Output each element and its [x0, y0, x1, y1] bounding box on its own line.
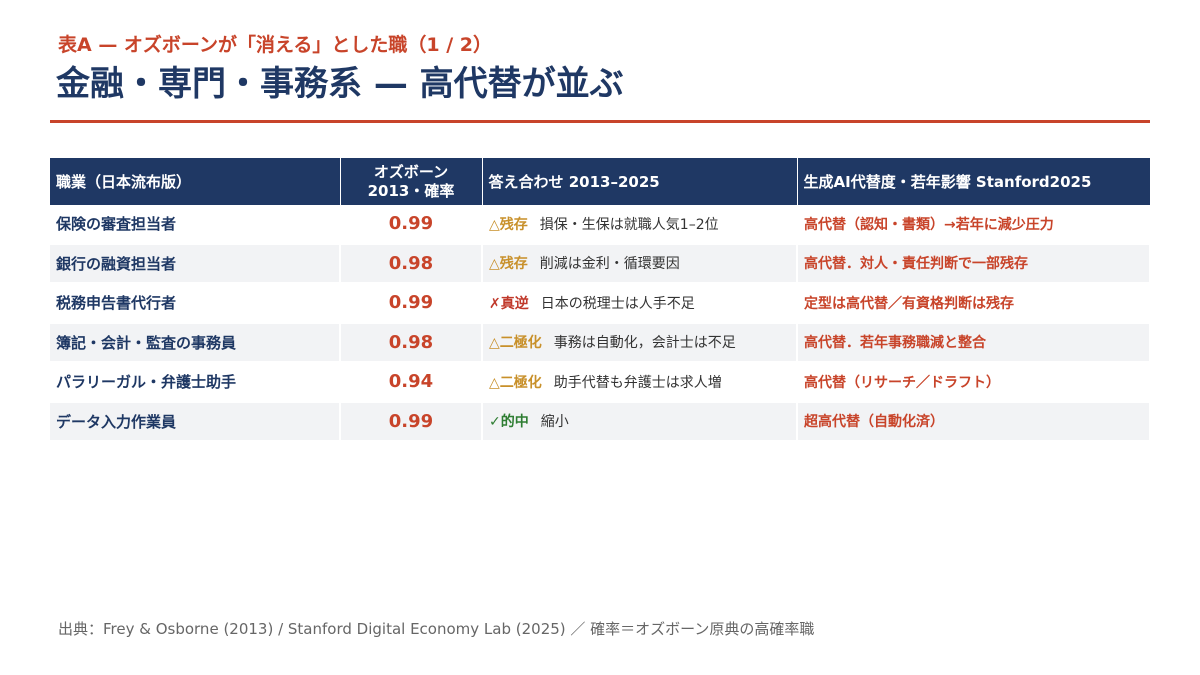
job-cell: 保険の審査担当者 — [50, 205, 341, 245]
probability-cell: 0.94 — [340, 362, 483, 403]
verdict: ✓的中 — [489, 414, 529, 431]
substitution-cell: 超高代替（自動化済） — [797, 401, 1151, 442]
substitution-cell: 高代替．対人・責任判断で一部残存 — [797, 243, 1151, 284]
substitution-cell: 高代替（リサーチ／ドラフト） — [797, 362, 1151, 403]
verdict: △二極化 — [489, 374, 542, 391]
substitution-cell: 定型は高代替／有資格判断は残存 — [797, 283, 1151, 324]
divider — [50, 120, 1150, 123]
table-row: 税務申告書代行者 0.99 ✗真逆 日本の税理士は人手不足 定型は高代替／有資格判断は残… — [50, 283, 1151, 324]
answer-note: 事務は自動化，会計士は不足 — [553, 335, 736, 352]
answer-note: 助手代替も弁護士は求人増 — [553, 374, 722, 391]
job-cell: 銀行の融資担当者 — [50, 243, 341, 284]
answer-cell: △残存 削減は金利・循環要因 — [482, 243, 798, 284]
job-cell: 税務申告書代行者 — [50, 283, 341, 324]
verdict: △残存 — [489, 216, 528, 233]
probability-cell: 0.99 — [340, 205, 483, 245]
table-body: 保険の審査担当者 0.99 △残存 損保・生保は就職人気1–2位 高代替（認知・書類）→… — [50, 205, 1151, 442]
column-header: 職業（日本流布版） — [50, 158, 341, 205]
job-cell: 簿記・会計・監査の事務員 — [50, 322, 341, 363]
header-row: 職業（日本流布版） オズボーン 2013・確率 答え合わせ 2013–2025 生… — [50, 158, 1151, 205]
job-cell: パラリーガル・弁護士助手 — [50, 362, 341, 403]
answer-cell: △残存 損保・生保は就職人気1–2位 — [482, 205, 798, 245]
table-row: 銀行の融資担当者 0.98 △残存 削減は金利・循環要因 高代替．対人・責任判断で一部残… — [50, 243, 1151, 284]
answer-note: 損保・生保は就職人気1–2位 — [539, 216, 719, 233]
table-row: データ入力作業員 0.99 ✓的中 縮小 超高代替（自動化済） — [50, 401, 1151, 442]
probability-cell: 0.99 — [340, 283, 483, 324]
answer-note: 削減は金利・循環要因 — [539, 256, 680, 273]
table: 職業（日本流布版） オズボーン 2013・確率 答え合わせ 2013–2025 生… — [50, 158, 1151, 442]
answer-note: 縮小 — [540, 414, 569, 431]
column-header: 生成AI代替度・若年影響 Stanford2025 — [797, 158, 1151, 205]
column-header-line: オズボーン — [373, 162, 449, 181]
column-header: 答え合わせ 2013–2025 — [482, 158, 798, 205]
substitution-cell: 高代替（認知・書類）→若年に減少圧力 — [797, 205, 1151, 245]
kicker: 表A — オズボーンが「消える」とした職（1 / 2） — [58, 34, 493, 56]
title: 金融・専門・事務系 — 高代替が並ぶ — [56, 64, 624, 104]
column-header-line: 2013・確率 — [367, 181, 455, 200]
answer-cell: △二極化 助手代替も弁護士は求人増 — [482, 362, 798, 403]
verdict: ✗真逆 — [489, 295, 529, 312]
footer: 出典：Frey & Osborne (2013) / Stanford Digi… — [58, 620, 815, 638]
probability-cell: 0.98 — [340, 322, 483, 363]
answer-note: 日本の税理士は人手不足 — [540, 295, 695, 312]
table-row: パラリーガル・弁護士助手 0.94 △二極化 助手代替も弁護士は求人増 高代替（リサーチ… — [50, 362, 1151, 403]
job-cell: データ入力作業員 — [50, 401, 341, 442]
substitution-cell: 高代替．若年事務職減と整合 — [797, 322, 1151, 363]
answer-cell: ✓的中 縮小 — [482, 401, 798, 442]
answer-cell: ✗真逆 日本の税理士は人手不足 — [482, 283, 798, 324]
probability-cell: 0.98 — [340, 243, 483, 284]
probability-cell: 0.99 — [340, 401, 483, 442]
verdict: △二極化 — [489, 335, 542, 352]
answer-cell: △二極化 事務は自動化，会計士は不足 — [482, 322, 798, 363]
table-row: 簿記・会計・監査の事務員 0.98 △二極化 事務は自動化，会計士は不足 高代替．若年事… — [50, 322, 1151, 363]
verdict: △残存 — [489, 256, 528, 273]
column-header: オズボーン 2013・確率 — [340, 158, 483, 205]
table-row: 保険の審査担当者 0.99 △残存 損保・生保は就職人気1–2位 高代替（認知・書類）→… — [50, 205, 1151, 245]
